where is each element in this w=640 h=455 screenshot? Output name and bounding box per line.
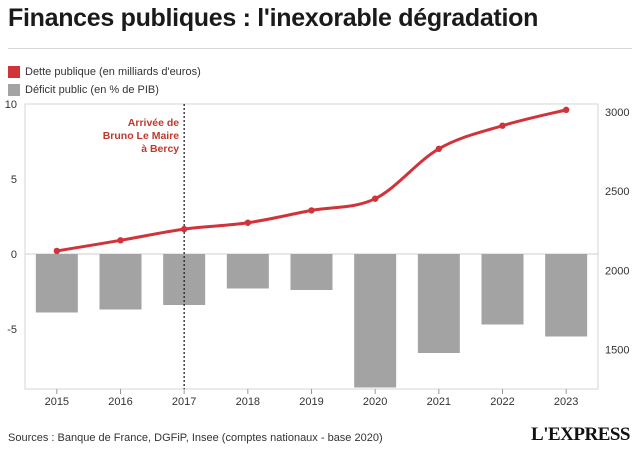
right-axis-tick-label: 3000 [605,107,629,119]
debt-point [435,145,443,153]
legend-label-deficit: Déficit public (en % de PIB) [25,84,159,96]
chart-title: Finances publiques : l'inexorable dégrad… [8,4,539,32]
x-axis-tick-label: 2017 [172,396,196,408]
debt-point [308,207,315,214]
debt-point [53,247,61,255]
legend: Dette publique (en milliards d'euros) Dé… [8,64,201,100]
annotation-text: Bruno Le Maire [103,130,180,142]
source-note: Sources : Banque de France, DGFiP, Insee… [8,432,383,444]
debt-point [180,225,188,233]
deficit-bar [290,254,333,290]
annotation-text: Arrivée de [128,117,180,129]
deficit-bar [99,254,142,310]
publisher-logo: L'EXPRESS [531,424,630,445]
right-axis-tick-label: 1500 [605,344,629,356]
deficit-bar [226,254,269,289]
annotation-text: à Bercy [141,143,179,155]
x-axis-tick-label: 2023 [554,396,578,408]
chart-area: 10 5 0 -5 3000 2500 2000 1500 2015 2016 2017 2018 20… [5,100,630,408]
x-axis-tick-label: 2019 [299,396,323,408]
left-axis-tick-label: 5 [11,174,17,186]
plot-frame [24,103,599,390]
x-axis-tick-label: 2018 [236,396,260,408]
left-axis-tick-label: -5 [7,324,17,336]
left-axis-tick-label: 0 [11,249,17,261]
debt-point [562,106,570,114]
right-axis-tick-label: 2500 [605,186,629,198]
debt-point [117,237,124,244]
legend-swatch-debt [8,66,20,78]
debt-point [244,219,252,226]
legend-item-deficit: Déficit public (en % de PIB) [8,82,201,98]
legend-item-debt: Dette publique (en milliards d'euros) [8,64,201,80]
x-axis-tick-label: 2020 [363,396,387,408]
x-axis-tick-label: 2015 [45,396,69,408]
deficit-bar [354,254,397,388]
left-axis-tick-label: 10 [5,100,17,111]
right-axis-tick-label: 2000 [605,265,629,277]
debt-point [499,122,506,129]
x-axis-tick-label: 2022 [490,396,514,408]
deficit-bar [481,254,524,325]
legend-label-debt: Dette publique (en milliards d'euros) [25,66,201,78]
debt-point [371,195,379,202]
legend-swatch-deficit [8,84,20,96]
deficit-bar [417,254,460,353]
deficit-bar [545,254,588,337]
x-axis-tick-label: 2021 [427,396,451,408]
title-divider [8,48,632,49]
x-axis-tick-label: 2016 [108,396,132,408]
deficit-bar [35,254,78,313]
